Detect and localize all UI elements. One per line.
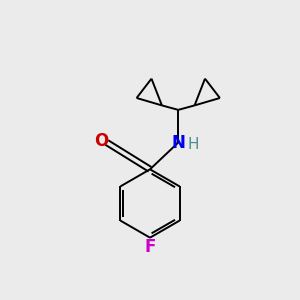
Text: O: O xyxy=(94,132,109,150)
Text: N: N xyxy=(171,134,185,152)
Text: F: F xyxy=(144,238,156,256)
Text: H: H xyxy=(188,137,200,152)
